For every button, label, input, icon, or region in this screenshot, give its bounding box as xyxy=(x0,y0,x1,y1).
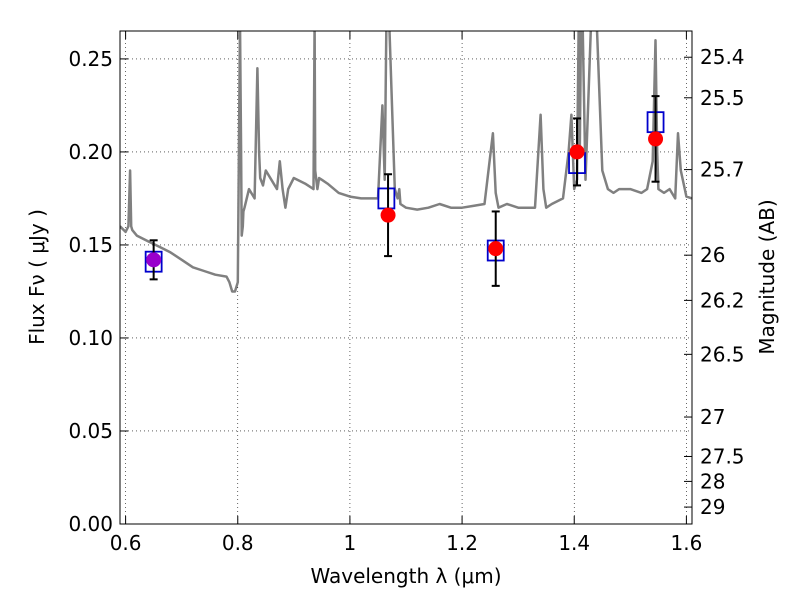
x-tick-label: 1.6 xyxy=(670,531,702,555)
y-tick-label: 0.00 xyxy=(68,512,113,536)
y-tick-label: 0.20 xyxy=(68,140,113,164)
observed-point xyxy=(146,252,162,268)
y2-tick-label: 25.4 xyxy=(700,45,745,69)
y2-axis-label: Magnitude (AB) xyxy=(755,199,779,354)
y2-tick-label: 25.7 xyxy=(700,158,745,182)
model-box-marker xyxy=(377,187,396,210)
axis-ticks: 0.6 0.8 1 1.2 1.4 1.6 0.00 0.05 0.10 0.15 0.20 0.25… xyxy=(68,31,745,555)
spectrum-series xyxy=(120,31,692,293)
x-axis-label: Wavelength λ (μm) xyxy=(310,564,501,588)
x-tick-label: 1.4 xyxy=(558,531,590,555)
x-tick-label: 0.8 xyxy=(222,531,254,555)
y2-tick-label: 27.5 xyxy=(700,444,745,468)
observed-point xyxy=(380,207,396,223)
y2-tick-label: 26 xyxy=(700,243,725,267)
observed-photometry-series xyxy=(146,95,664,287)
observed-point xyxy=(488,241,504,257)
observed-point xyxy=(569,144,585,160)
y-tick-label: 0.05 xyxy=(68,419,113,443)
x-tick-label: 1.2 xyxy=(446,531,478,555)
plot-frame xyxy=(119,30,693,525)
y-tick-label: 0.10 xyxy=(68,326,113,350)
x-tick-label: 0.6 xyxy=(110,531,142,555)
y-axis-label: Flux Fν ( μJy ) xyxy=(25,209,49,345)
observed-point xyxy=(648,131,664,147)
spectrum-line xyxy=(120,31,692,293)
y2-tick-label: 26.2 xyxy=(700,288,745,312)
y2-tick-label: 26.5 xyxy=(700,342,745,366)
y-tick-label: 0.15 xyxy=(68,233,113,257)
x-tick-label: 1 xyxy=(344,531,357,555)
y2-tick-label: 27 xyxy=(700,405,725,429)
y-tick-label: 0.25 xyxy=(68,47,113,71)
grid-lines xyxy=(120,31,692,525)
y2-tick-label: 25.5 xyxy=(700,86,745,110)
y2-tick-label: 28 xyxy=(700,469,725,493)
y2-tick-label: 29 xyxy=(700,495,725,519)
